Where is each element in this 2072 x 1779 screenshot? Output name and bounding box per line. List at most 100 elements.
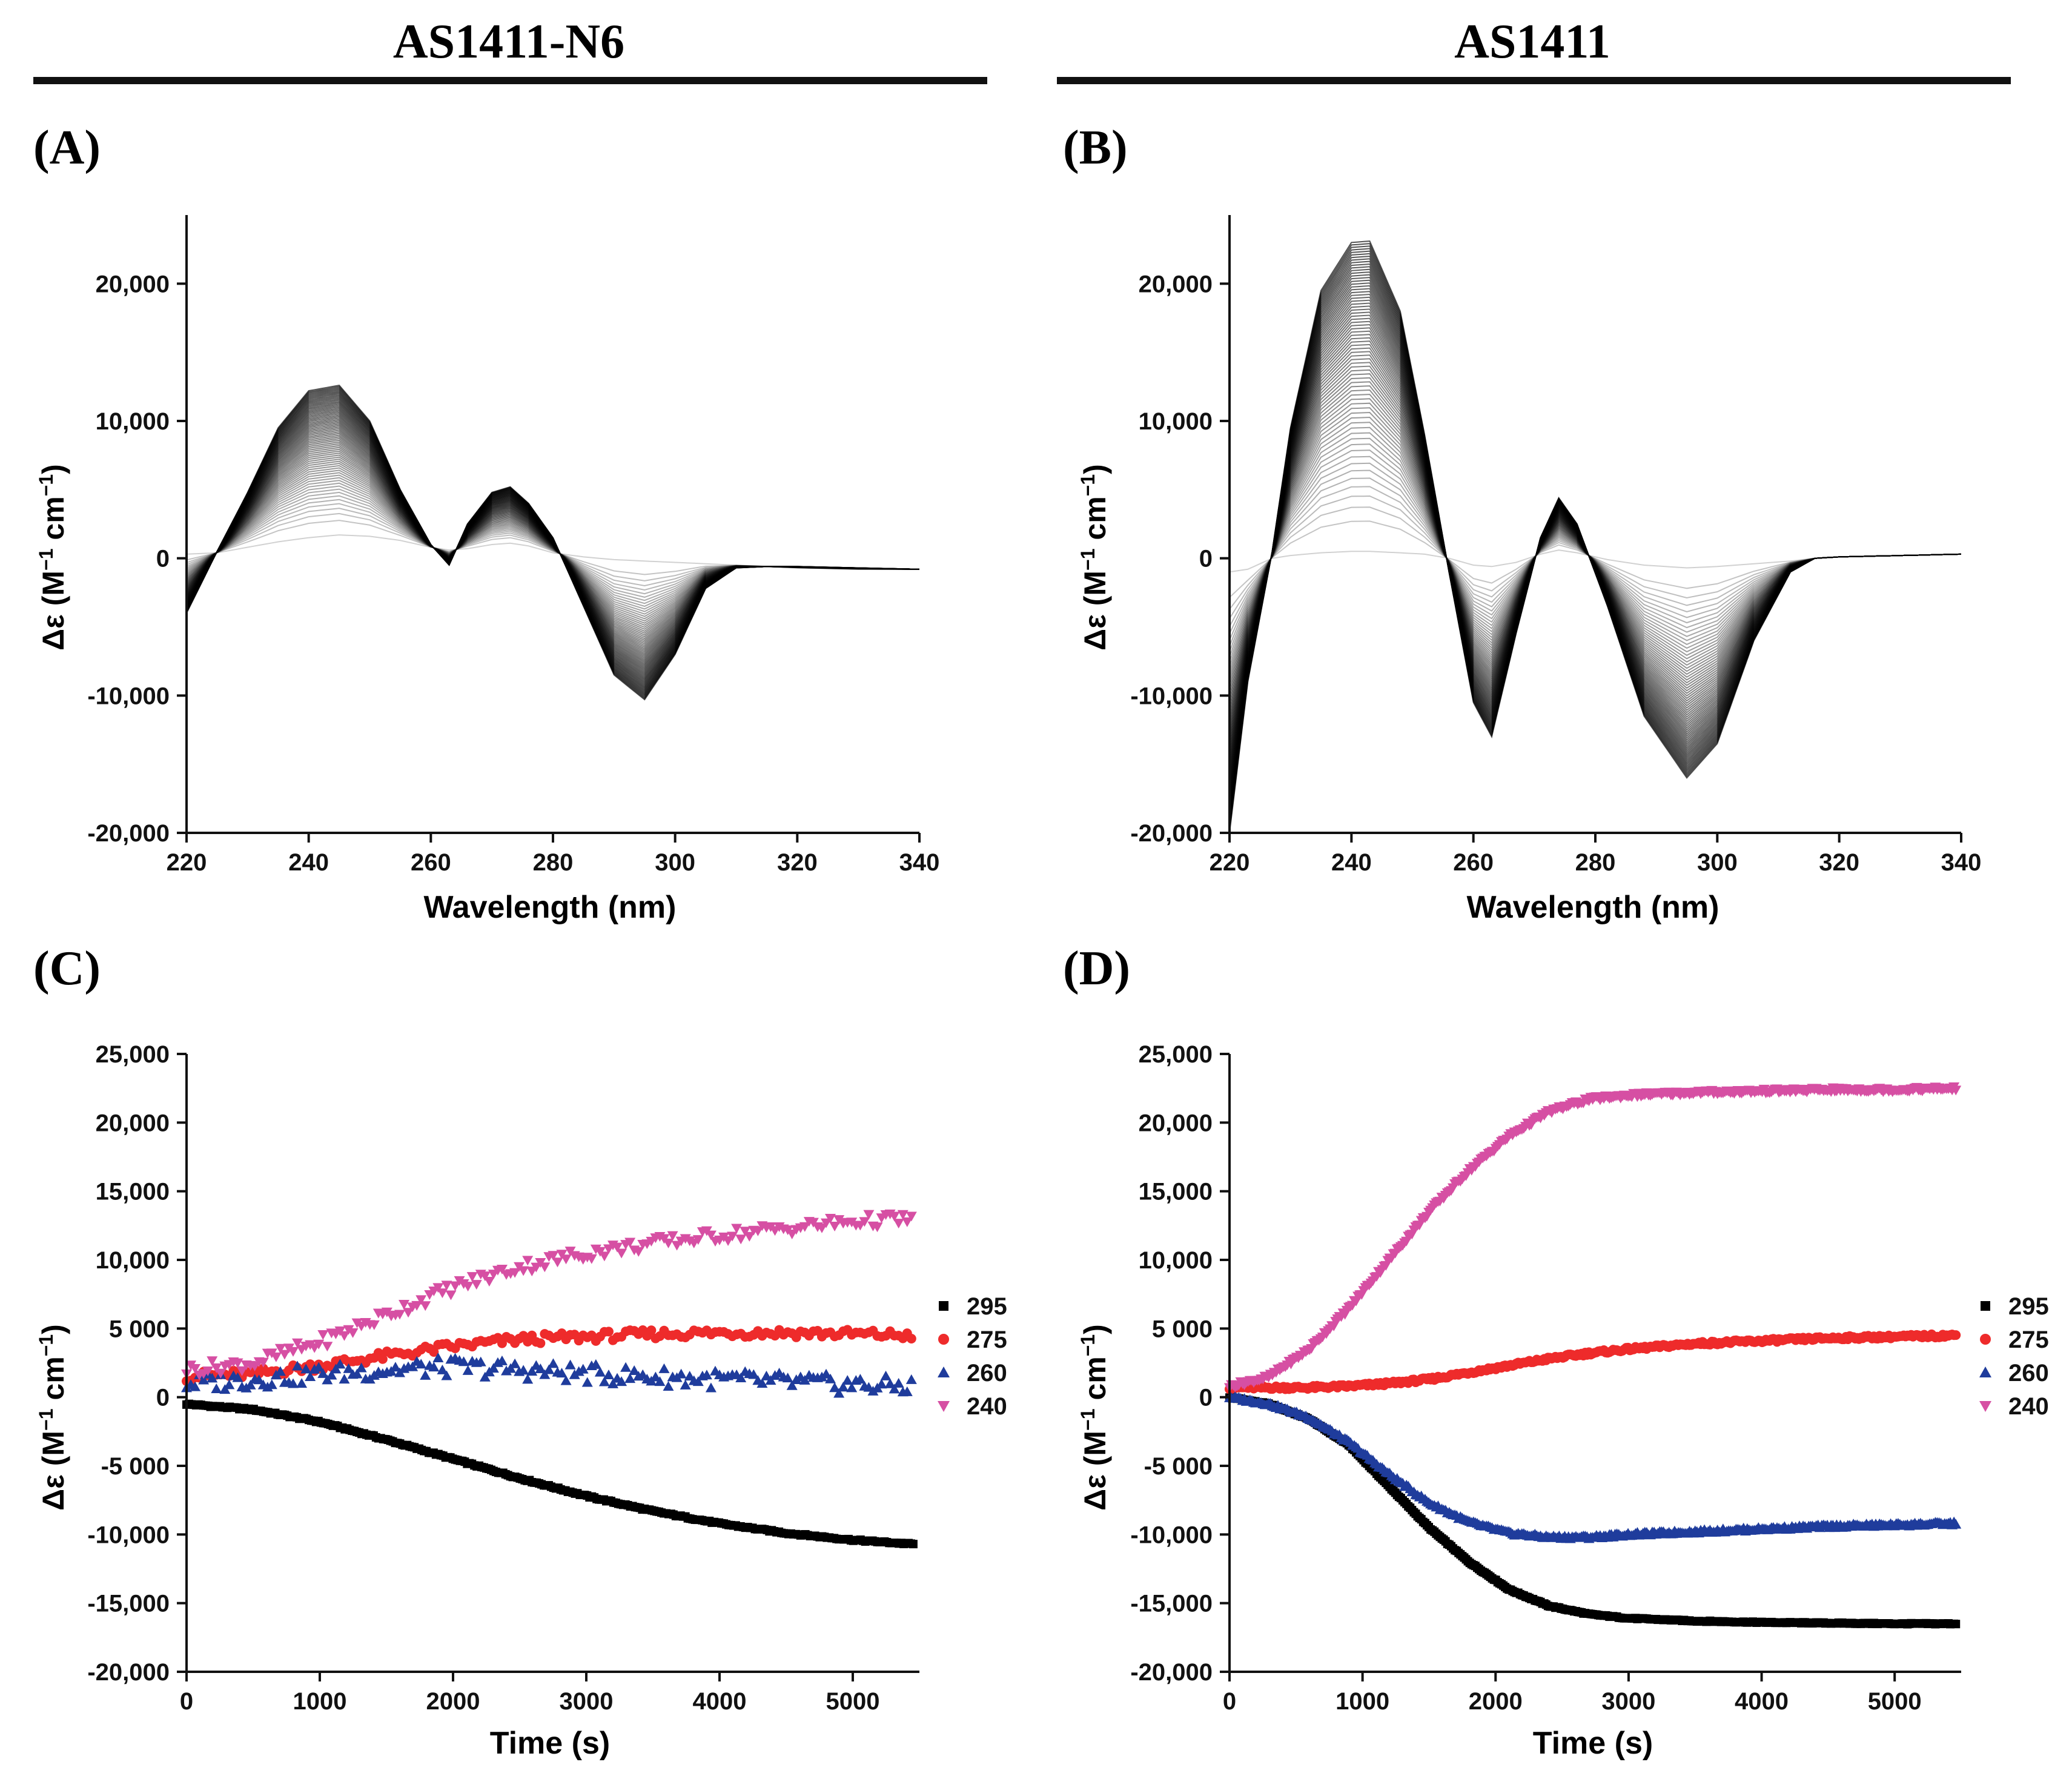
data-point-260-c <box>343 1363 354 1373</box>
data-point-260-c <box>548 1358 559 1368</box>
y-tick-label-c: -15,000 <box>87 1591 170 1617</box>
data-point-240-c <box>667 1231 678 1241</box>
x-tick-label-a: 220 <box>167 849 207 876</box>
legend-label-295-d: 295 <box>2008 1293 2049 1320</box>
data-point-240-c <box>236 1366 248 1376</box>
data-point-275-c <box>646 1325 657 1336</box>
data-point-260-c <box>305 1371 316 1382</box>
header-left: AS1411-N6 <box>393 15 624 68</box>
data-point-240-c <box>441 1280 452 1291</box>
data-point-240-c <box>539 1262 551 1273</box>
data-point-260-c <box>207 1373 218 1383</box>
data-point-260-c <box>564 1359 576 1370</box>
data-point-260-c <box>526 1366 538 1376</box>
data-point-240-c <box>816 1223 827 1233</box>
series-240-c <box>181 1209 917 1380</box>
data-point-240-c <box>339 1331 350 1341</box>
data-point-260-c <box>539 1369 551 1379</box>
data-point-260-c <box>522 1374 534 1384</box>
y-tick-label-d: 20,000 <box>1139 1110 1213 1136</box>
data-point-260-c <box>901 1386 913 1396</box>
data-point-260-c <box>496 1355 508 1365</box>
data-point-275-c <box>377 1354 388 1364</box>
data-point-260-c <box>288 1378 299 1388</box>
x-tick-label-c: 5000 <box>826 1688 880 1715</box>
data-point-260-c <box>905 1374 917 1384</box>
data-point-260-c <box>292 1360 303 1371</box>
plot-c: 295 275 260 240 0 1000 2000 3000 4000 5000 -20,000… <box>87 1041 1007 1715</box>
data-point-260-c <box>317 1368 329 1378</box>
data-point-260-c <box>756 1378 768 1388</box>
x-axis-label-a: Wavelength (nm) <box>424 890 677 925</box>
x-tick-label-d: 3000 <box>1601 1688 1655 1715</box>
data-point-260-c <box>313 1362 325 1372</box>
plot-a: 220 240 260 280 300 320 340 -20,000 -10,000 0 10,0… <box>87 215 939 876</box>
spectrum-trace-a <box>186 385 920 701</box>
data-point-240-c <box>479 1271 491 1282</box>
x-tick-label-b: 280 <box>1575 849 1616 876</box>
data-point-260-c <box>889 1383 900 1394</box>
data-point-260-c <box>266 1379 277 1390</box>
y-tick-label-d: 15,000 <box>1139 1179 1213 1205</box>
data-point-240-c <box>466 1272 478 1282</box>
data-point-260-c <box>833 1388 845 1398</box>
data-point-240-c <box>560 1254 572 1265</box>
panel-label-a: (A) <box>33 121 101 174</box>
data-point-260-c <box>607 1378 618 1388</box>
legend-label-260-d: 260 <box>2008 1360 2049 1386</box>
x-tick-label-c: 0 <box>180 1688 193 1715</box>
data-point-240-c <box>257 1357 269 1368</box>
data-point-240-c <box>863 1210 875 1220</box>
data-point-240-c <box>202 1366 214 1376</box>
y-tick-label-d: 5 000 <box>1152 1316 1213 1342</box>
data-point-240-c <box>552 1257 563 1268</box>
series-240-d <box>1224 1082 1962 1393</box>
x-tick-label-c: 2000 <box>426 1688 480 1715</box>
data-point-240-c <box>663 1238 674 1248</box>
data-point-260-c <box>262 1382 273 1392</box>
x-tick-label-c: 3000 <box>560 1688 614 1715</box>
data-point-260-c <box>675 1368 687 1379</box>
data-point-240-c <box>735 1234 747 1245</box>
y-axis-label-d: Δε (M−1 cm−1) <box>1077 1324 1112 1511</box>
x-tick-label-a: 300 <box>655 849 695 876</box>
panel-a: (A) 220 240 260 280 300 320 340 -20,000 -10,000 0… <box>33 121 939 925</box>
data-point-240-c <box>207 1356 218 1367</box>
data-point-240-c <box>232 1358 243 1368</box>
data-point-260-c <box>560 1375 572 1385</box>
y-tick-label-d: 25,000 <box>1139 1041 1213 1068</box>
data-point-240-c <box>518 1266 529 1276</box>
x-axis-label-c: Time (s) <box>490 1726 610 1761</box>
y-tick-label-d: -15,000 <box>1130 1591 1213 1617</box>
y-tick-label-a: 0 <box>156 546 170 572</box>
x-tick-label-b: 260 <box>1453 849 1494 876</box>
spectrum-trace-a <box>186 534 919 570</box>
y-tick-label-b: 20,000 <box>1139 271 1213 297</box>
legend-marker-275-d <box>1980 1334 1991 1345</box>
data-point-260-c <box>223 1379 235 1390</box>
data-point-260-c <box>701 1370 712 1380</box>
series-275-c <box>182 1325 916 1386</box>
data-point-260-c <box>326 1370 337 1380</box>
legend-label-295-c: 295 <box>967 1293 1007 1320</box>
x-tick-label-b: 320 <box>1819 849 1859 876</box>
data-point-260-c <box>475 1356 486 1367</box>
plot-d: 295 275 260 240 0 1000 2000 3000 4000 5000 -20,000… <box>1130 1041 2048 1715</box>
data-point-240-c <box>292 1338 303 1348</box>
data-point-240-c <box>752 1226 764 1236</box>
data-point-260-c <box>629 1365 640 1376</box>
data-point-260-c <box>825 1373 836 1383</box>
y-tick-label-c: 25,000 <box>96 1041 170 1068</box>
data-point-260-c <box>692 1376 704 1386</box>
y-tick-label-d: 0 <box>1199 1385 1213 1411</box>
y-tick-label-c: -20,000 <box>87 1659 170 1686</box>
data-point-240-c <box>288 1347 299 1357</box>
data-point-240-c <box>893 1219 904 1229</box>
data-point-240-c <box>744 1231 755 1242</box>
data-point-260-c <box>198 1374 210 1385</box>
data-point-260-c <box>556 1368 568 1378</box>
data-point-260-c <box>658 1363 670 1373</box>
data-point-240-c <box>799 1222 810 1232</box>
data-point-260-c <box>300 1363 312 1374</box>
